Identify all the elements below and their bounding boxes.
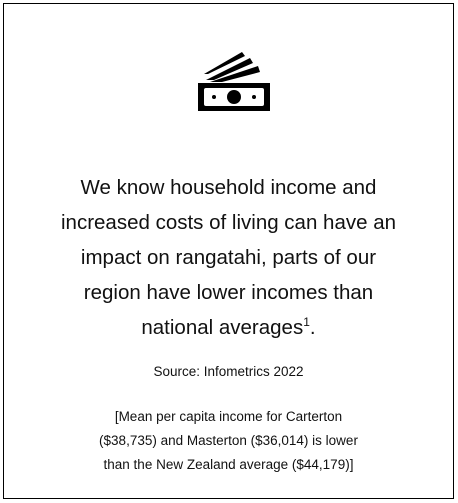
source: Source: Infometrics 2022 xyxy=(153,364,304,379)
statement-line: region have lower incomes than xyxy=(83,281,374,304)
statement: We know household income and increased c… xyxy=(4,170,453,345)
punctuation: . xyxy=(309,316,316,339)
footnote-ref: 1 xyxy=(303,315,310,329)
info-card: We know household income and increased c… xyxy=(3,3,454,499)
note-line: than the New Zealand average ($44,179)] xyxy=(103,457,354,472)
statement-text: national averages xyxy=(141,316,304,339)
statement-line: increased costs of living can have an xyxy=(60,211,397,234)
statement-line: national averages1. xyxy=(4,310,453,345)
note-line: [Mean per capita income for Carterton xyxy=(114,409,343,424)
statement-line: impact on rangatahi, parts of our xyxy=(80,246,377,269)
note-line: ($38,735) and Masterton ($36,014) is low… xyxy=(99,433,358,448)
note: [Mean per capita income for Carterton ($… xyxy=(4,405,453,477)
money-icon xyxy=(198,52,270,111)
statement-line: We know household income and xyxy=(80,176,377,199)
